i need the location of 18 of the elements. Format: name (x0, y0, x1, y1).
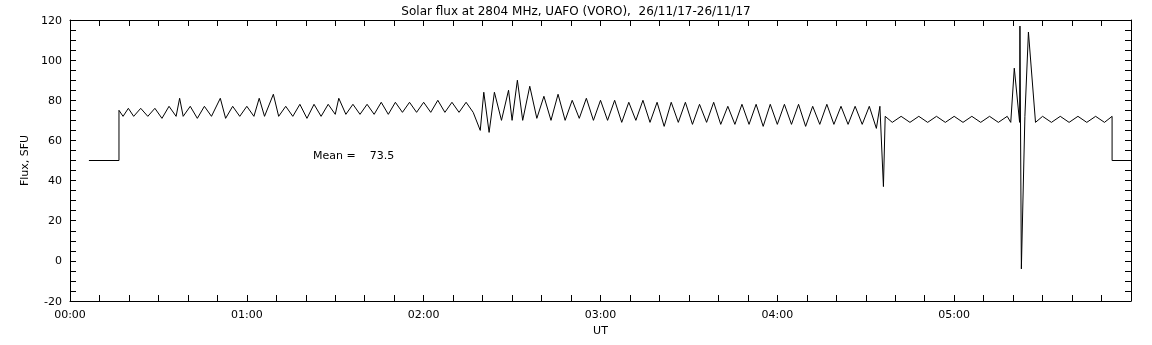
y-tick-label: 120 (41, 13, 62, 27)
y-tick-label: -20 (44, 294, 62, 308)
y-tick-label: 20 (48, 214, 62, 228)
y-tick-label: 80 (48, 93, 62, 107)
y-tick-label: 40 (48, 174, 62, 188)
x-tick-label: 04:00 (761, 308, 794, 321)
y-tick-label: 60 (48, 133, 62, 147)
y-axis-title: Flux, SFU (18, 134, 32, 187)
x-tick-label: 02:00 (407, 308, 440, 321)
y-tick-label: 0 (55, 254, 62, 268)
x-axis-title: UT (593, 323, 609, 337)
x-tick-label: 03:00 (584, 308, 617, 321)
y-tick-label: 100 (41, 53, 62, 67)
annotation: Mean = 73.5 (313, 149, 395, 162)
x-tick-label: 01:00 (230, 308, 263, 321)
chart-title: Solar flux at 2804 MHz, UAFO (VORO), 26/11/17-26/11/17 (401, 4, 751, 18)
x-tick-label: 00:00 (54, 308, 86, 321)
x-tick-label: 05:00 (938, 308, 971, 321)
